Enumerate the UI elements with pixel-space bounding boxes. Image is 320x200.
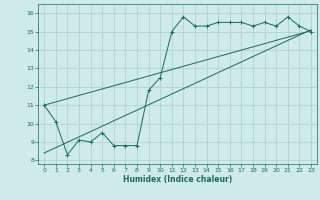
X-axis label: Humidex (Indice chaleur): Humidex (Indice chaleur): [123, 175, 232, 184]
